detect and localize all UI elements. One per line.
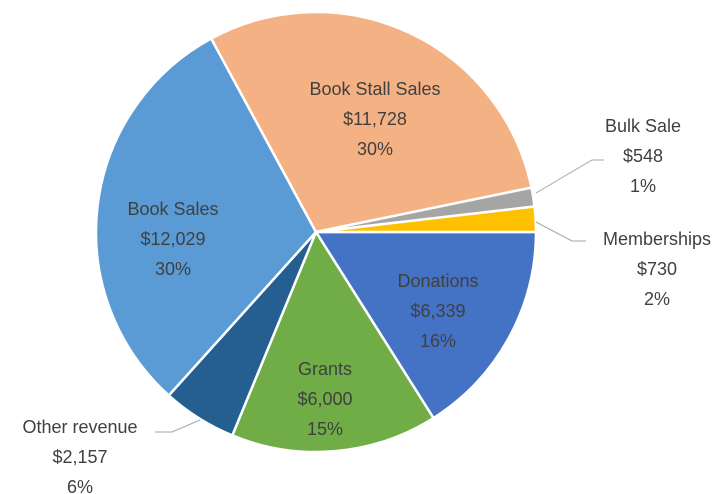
value-label: $6,339 xyxy=(410,301,465,321)
value-label: $12,029 xyxy=(140,229,205,249)
slice-label: Grants xyxy=(298,359,352,379)
percent-label: 6% xyxy=(67,477,93,494)
leader-line xyxy=(535,159,604,194)
percent-label: 16% xyxy=(420,331,456,351)
slice-label: Memberships xyxy=(603,229,711,249)
percent-label: 30% xyxy=(357,139,393,159)
pie-slice xyxy=(230,229,436,454)
pie-slice xyxy=(315,205,538,234)
percent-label: 15% xyxy=(307,419,343,439)
percent-label: 2% xyxy=(644,289,670,309)
leader-line xyxy=(535,221,586,242)
slice-label: Book Sales xyxy=(127,199,218,219)
value-label: $11,728 xyxy=(343,109,407,129)
slice-label: Book Stall Sales xyxy=(309,79,440,99)
pie-slice xyxy=(313,230,538,420)
slice-label: Bulk Sale xyxy=(605,116,681,136)
value-label: $2,157 xyxy=(52,447,107,467)
pie-slice xyxy=(94,36,318,398)
percent-label: 30% xyxy=(155,259,191,279)
percent-label: 1% xyxy=(630,176,656,196)
value-label: $548 xyxy=(623,146,663,166)
slice-label: Donations xyxy=(397,271,478,291)
pie-slice xyxy=(209,10,533,234)
slice-label: Other revenue xyxy=(22,417,137,437)
leader-line xyxy=(155,419,201,433)
value-label: $6,000 xyxy=(297,389,352,409)
value-label: $730 xyxy=(637,259,677,279)
